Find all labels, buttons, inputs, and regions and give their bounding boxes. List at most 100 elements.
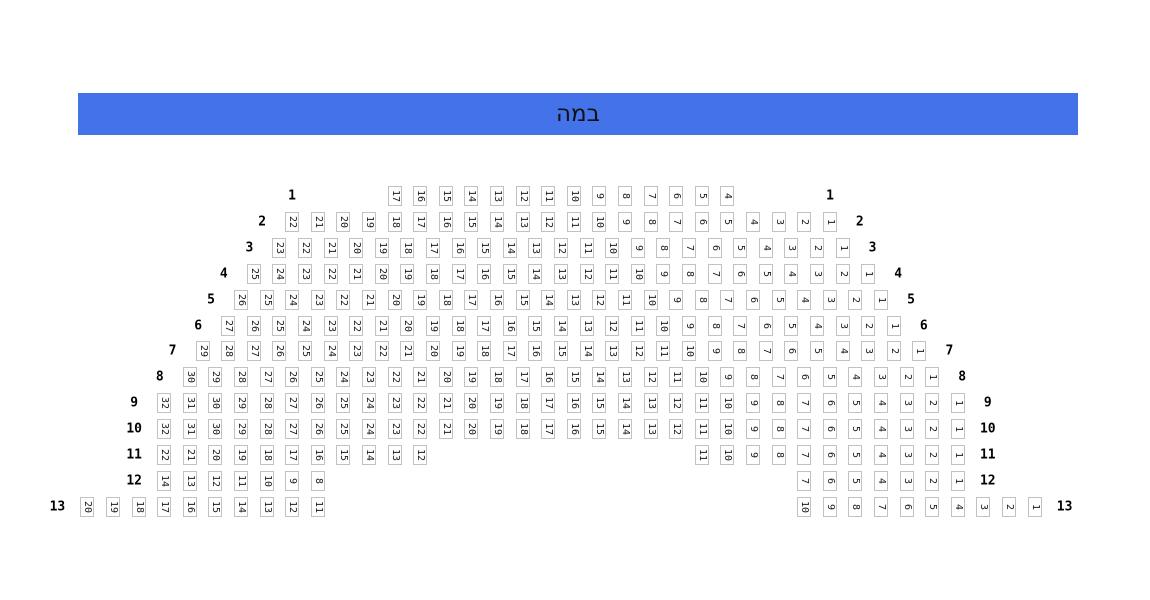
seat[interactable]: 7 xyxy=(771,367,786,388)
seat[interactable]: 12 xyxy=(643,367,658,388)
seat[interactable]: 13 xyxy=(618,367,632,388)
seat[interactable]: 14 xyxy=(234,496,248,517)
seat[interactable]: 8 xyxy=(643,211,658,232)
seat[interactable]: 9 xyxy=(630,237,645,258)
seat[interactable]: 23 xyxy=(349,341,364,362)
seat[interactable]: 5 xyxy=(810,341,824,362)
seat[interactable]: 2 xyxy=(810,237,824,258)
seat[interactable]: 26 xyxy=(246,315,261,336)
seat[interactable]: 7 xyxy=(758,341,773,362)
seat[interactable]: 1 xyxy=(861,263,876,284)
seat[interactable]: 23 xyxy=(272,237,287,258)
seat[interactable]: 8 xyxy=(656,237,671,258)
seat[interactable]: 22 xyxy=(413,419,428,440)
seat[interactable]: 28 xyxy=(259,393,274,414)
seat[interactable]: 6 xyxy=(822,470,837,491)
seat[interactable]: 32 xyxy=(157,419,172,440)
seat[interactable]: 20 xyxy=(387,289,402,310)
seat[interactable]: 7 xyxy=(797,419,812,440)
seat[interactable]: 6 xyxy=(746,289,760,310)
seat[interactable]: 5 xyxy=(848,445,863,465)
seat[interactable]: 14 xyxy=(157,470,172,491)
seat[interactable]: 19 xyxy=(413,289,428,310)
seat[interactable]: 17 xyxy=(387,186,402,206)
seat[interactable]: 14 xyxy=(541,289,556,310)
seat[interactable]: 4 xyxy=(720,186,735,206)
seat[interactable]: 19 xyxy=(400,263,415,284)
seat[interactable]: 7 xyxy=(874,496,888,517)
seat[interactable]: 2 xyxy=(861,315,876,336)
seat[interactable]: 5 xyxy=(771,289,786,310)
seat[interactable]: 5 xyxy=(848,470,863,491)
seat[interactable]: 31 xyxy=(182,393,197,414)
seat[interactable]: 20 xyxy=(464,393,479,414)
seat[interactable]: 18 xyxy=(131,496,146,517)
seat[interactable]: 2 xyxy=(848,289,863,310)
seat[interactable]: 2 xyxy=(899,367,914,388)
seat[interactable]: 2 xyxy=(925,470,940,491)
seat[interactable]: 12 xyxy=(592,289,607,310)
seat[interactable]: 1 xyxy=(950,470,965,491)
seat[interactable]: 21 xyxy=(400,341,415,362)
seat[interactable]: 12 xyxy=(208,470,223,491)
seat[interactable]: 17 xyxy=(426,237,440,258)
seat[interactable]: 16 xyxy=(490,289,504,310)
seat[interactable]: 15 xyxy=(515,289,530,310)
seat[interactable]: 1 xyxy=(874,289,888,310)
seat[interactable]: 6 xyxy=(694,211,709,232)
seat[interactable]: 18 xyxy=(451,315,466,336)
seat[interactable]: 14 xyxy=(618,393,632,414)
seat[interactable]: 25 xyxy=(336,419,351,440)
seat[interactable]: 25 xyxy=(246,263,261,284)
seat[interactable]: 26 xyxy=(285,367,300,388)
seat[interactable]: 24 xyxy=(298,315,312,336)
seat[interactable]: 12 xyxy=(515,186,530,206)
seat[interactable]: 8 xyxy=(310,470,325,491)
seat[interactable]: 13 xyxy=(579,315,594,336)
seat[interactable]: 13 xyxy=(643,393,658,414)
seat[interactable]: 5 xyxy=(733,237,748,258)
seat[interactable]: 27 xyxy=(259,367,274,388)
seat[interactable]: 1 xyxy=(1027,496,1042,517)
seat[interactable]: 26 xyxy=(310,419,325,440)
seat[interactable]: 14 xyxy=(579,341,594,362)
seat[interactable]: 1 xyxy=(912,341,927,362)
seat[interactable]: 11 xyxy=(566,211,581,232)
seat[interactable]: 19 xyxy=(374,237,389,258)
seat[interactable]: 16 xyxy=(310,445,325,465)
seat[interactable]: 21 xyxy=(349,263,364,284)
seat[interactable]: 28 xyxy=(234,367,248,388)
seat[interactable]: 2 xyxy=(925,445,940,465)
seat[interactable]: 16 xyxy=(502,315,517,336)
seat[interactable]: 11 xyxy=(669,367,684,388)
seat[interactable]: 2 xyxy=(886,341,901,362)
seat[interactable]: 11 xyxy=(694,419,709,440)
seat[interactable]: 17 xyxy=(285,445,300,465)
seat[interactable]: 27 xyxy=(246,341,261,362)
seat[interactable]: 1 xyxy=(950,445,965,465)
seat[interactable]: 11 xyxy=(234,470,248,491)
seat[interactable]: 18 xyxy=(477,341,492,362)
seat[interactable]: 22 xyxy=(323,263,338,284)
seat[interactable]: 18 xyxy=(400,237,415,258)
seat[interactable]: 19 xyxy=(451,341,466,362)
seat[interactable]: 16 xyxy=(566,393,581,414)
seat[interactable]: 21 xyxy=(182,445,197,465)
seat[interactable]: 5 xyxy=(925,496,940,517)
seat[interactable]: 17 xyxy=(464,289,479,310)
seat[interactable]: 5 xyxy=(694,186,709,206)
seat[interactable]: 12 xyxy=(413,445,428,465)
seat[interactable]: 9 xyxy=(669,289,684,310)
seat[interactable]: 3 xyxy=(899,393,914,414)
seat[interactable]: 12 xyxy=(554,237,568,258)
seat[interactable]: 15 xyxy=(566,367,581,388)
seat[interactable]: 3 xyxy=(835,315,850,336)
seat[interactable]: 7 xyxy=(707,263,722,284)
seat[interactable]: 1 xyxy=(822,211,837,232)
seat[interactable]: 7 xyxy=(682,237,696,258)
seat[interactable]: 8 xyxy=(682,263,696,284)
seat[interactable]: 12 xyxy=(605,315,620,336)
seat[interactable]: 1 xyxy=(886,315,901,336)
seat[interactable]: 25 xyxy=(336,393,351,414)
seat[interactable]: 3 xyxy=(810,263,824,284)
